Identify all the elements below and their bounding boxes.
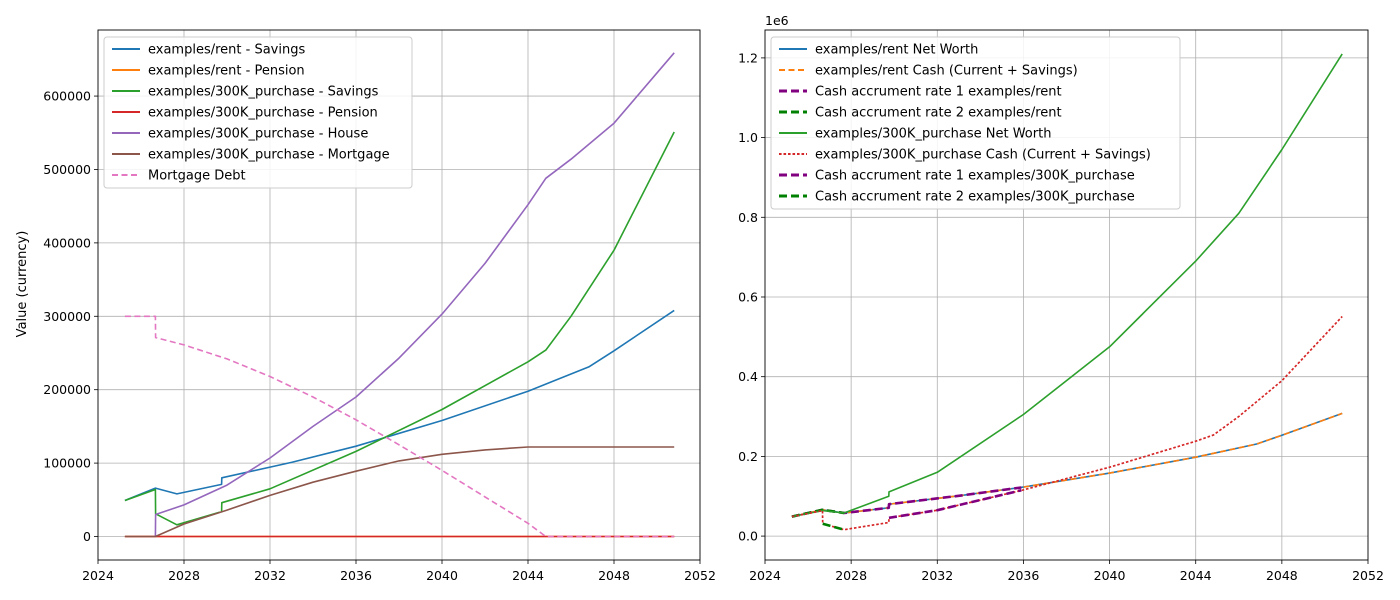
series-line-examples-300k-purchase-house xyxy=(154,52,675,537)
right-x-tick-label: 2040 xyxy=(1094,568,1126,583)
left-legend: examples/rent - Savings examples/rent - P… xyxy=(103,36,413,189)
left-x-tick-label: 2044 xyxy=(512,568,544,583)
legend-label-cash-accrument-rate-1-examples-300k-purchase: Cash accrument rate 1 examples/300K_purc… xyxy=(815,169,1135,184)
left-y-tick-label: 300000 xyxy=(43,309,91,324)
series-line-cash-accrument-rate-2-examples-300k-purchase xyxy=(822,522,845,531)
left-x-tick-label: 2028 xyxy=(168,568,200,583)
legend-label-examples-300k-purchase-net-worth: examples/300K_purchase Net Worth xyxy=(815,127,1051,142)
right-y-tick-label: 0.8 xyxy=(738,210,758,225)
right-legend-box xyxy=(770,36,1181,210)
right-x-tick-label: 2052 xyxy=(1352,568,1384,583)
right-axes-frame xyxy=(764,29,1369,561)
series-line-mortgage-debt xyxy=(124,315,675,538)
right-y-tick-label: 1.2 xyxy=(738,50,758,65)
left-y-tick-label: 200000 xyxy=(43,382,91,397)
left-y-tick-label: 600000 xyxy=(43,89,91,104)
left-y-tick-label: 400000 xyxy=(43,235,91,250)
legend-label-examples-300k-purchase-pension: examples/300K_purchase - Pension xyxy=(148,106,378,121)
right-ticks: 2024 2028 2032 2036 2040 2044 2048 2052 0.0 0.2 0.… xyxy=(738,50,1384,583)
left-y-tick-label: 500000 xyxy=(43,162,91,177)
left-x-tick-label: 2032 xyxy=(254,568,286,583)
series-line-examples-300k-purchase-savings xyxy=(124,131,675,526)
right-y-tick-label: 0.6 xyxy=(738,289,758,304)
legend-label-examples-300k-purchase-cash-current-savings: examples/300K_purchase Cash (Current + S… xyxy=(815,148,1151,163)
legend-label-mortgage-debt: Mortgage Debt xyxy=(148,169,246,184)
legend-label-cash-accrument-rate-1-examples-rent: Cash accrument rate 1 examples/rent xyxy=(815,85,1062,100)
series-line-cash-accrument-rate-1-examples-300k-purchase xyxy=(888,489,1022,520)
right-y-tick-label: 1.0 xyxy=(738,130,758,145)
right-chart-panel: 1e6 2024 2028 2032 2036 2040 2044 2048 2052 0.0 0… xyxy=(738,13,1384,583)
legend-label-examples-300k-purchase-savings: examples/300K_purchase - Savings xyxy=(148,85,379,100)
legend-label-cash-accrument-rate-2-examples-rent: Cash accrument rate 2 examples/rent xyxy=(815,106,1062,121)
legend-label-examples-rent-net-worth: examples/rent Net Worth xyxy=(815,43,978,58)
left-x-tick-label: 2036 xyxy=(340,568,372,583)
legend-label-examples-rent-cash-current-savings: examples/rent Cash (Current + Savings) xyxy=(815,64,1078,79)
series-line-examples-300k-purchase-net-worth xyxy=(791,53,1343,518)
left-axes-frame xyxy=(97,29,701,561)
right-y-tick-label: 0.2 xyxy=(738,449,758,464)
left-x-tick-label: 2052 xyxy=(684,568,716,583)
series-line-cash-accrument-rate-2-examples-rent xyxy=(791,508,845,518)
right-x-tick-label: 2048 xyxy=(1266,568,1298,583)
series-line-examples-300k-purchase-mortgage xyxy=(124,446,675,538)
right-y-scale-label: 1e6 xyxy=(765,13,789,28)
right-x-tick-label: 2044 xyxy=(1180,568,1212,583)
legend-label-examples-300k-purchase-house: examples/300K_purchase - House xyxy=(148,127,368,142)
left-y-tick-label: 100000 xyxy=(43,456,91,471)
right-x-tick-label: 2032 xyxy=(921,568,953,583)
right-y-tick-label: 0.4 xyxy=(738,369,758,384)
legend-label-cash-accrument-rate-2-examples-300k-purchase: Cash accrument rate 2 examples/300K_purc… xyxy=(815,190,1135,205)
left-x-tick-label: 2024 xyxy=(82,568,114,583)
right-x-tick-label: 2024 xyxy=(749,568,781,583)
left-x-tick-label: 2040 xyxy=(426,568,458,583)
left-ticks: 2024 2028 2032 2036 2040 2044 2048 2052 0 100000 2… xyxy=(43,89,716,583)
right-series-lines xyxy=(791,53,1343,531)
left-legend-box xyxy=(103,36,413,189)
series-line-examples-300k-purchase-cash-current-savings xyxy=(791,315,1343,531)
right-legend: examples/rent Net Worth examples/rent Cas… xyxy=(770,36,1181,210)
legend-label-examples-rent-savings: examples/rent - Savings xyxy=(148,43,305,58)
left-x-tick-label: 2048 xyxy=(598,568,630,583)
right-x-tick-label: 2028 xyxy=(835,568,867,583)
legend-label-examples-300k-purchase-mortgage: examples/300K_purchase - Mortgage xyxy=(148,148,390,163)
left-y-tick-label: 0 xyxy=(83,529,91,544)
series-line-examples-rent-savings xyxy=(124,309,675,502)
left-series-lines xyxy=(124,52,675,538)
left-y-axis-label: Value (currency) xyxy=(15,231,30,338)
right-x-tick-label: 2036 xyxy=(1008,568,1040,583)
right-y-tick-label: 0.0 xyxy=(738,529,758,544)
left-chart-panel: Value (currency) 2024 2028 2032 2036 2040 204… xyxy=(15,29,716,583)
legend-label-examples-rent-pension: examples/rent - Pension xyxy=(148,64,305,79)
